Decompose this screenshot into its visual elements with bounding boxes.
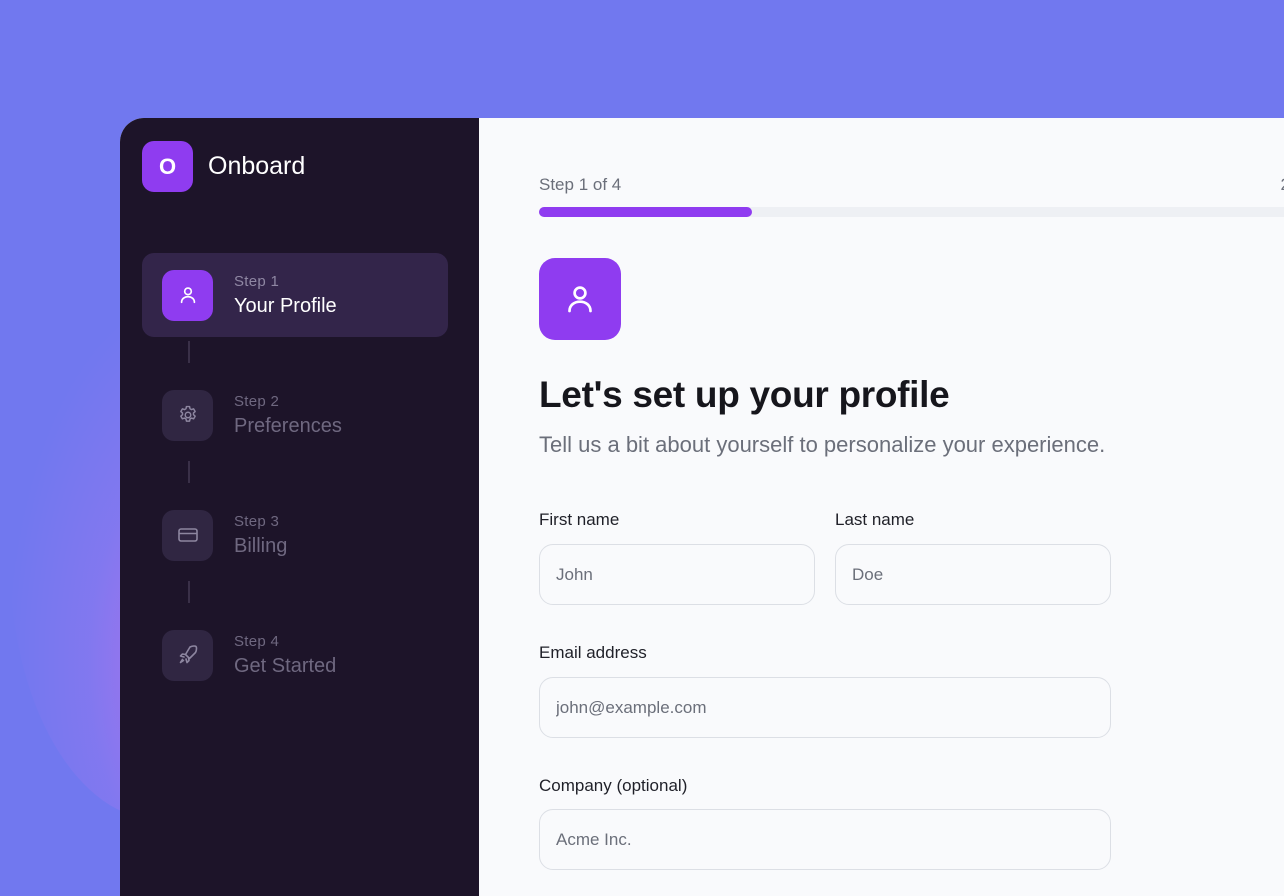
step-connector	[188, 341, 190, 363]
last-name-label: Last name	[835, 510, 915, 529]
first-name-label: First name	[539, 510, 620, 529]
credit-card-icon	[162, 509, 213, 561]
brand-logo: O	[142, 141, 193, 192]
onboarding-window: O Onboard Step 1 Your Profile Step 2	[120, 118, 1284, 896]
step-number: Step 2	[234, 392, 280, 410]
step-title: Billing	[234, 534, 288, 557]
page-subtitle: Tell us a bit about yourself to personal…	[539, 432, 1106, 457]
step-connector	[188, 461, 190, 483]
first-name-input[interactable]	[539, 544, 815, 605]
progress-bar	[539, 207, 1284, 217]
rocket-icon	[162, 629, 213, 681]
gear-icon	[162, 389, 213, 441]
email-input[interactable]	[539, 677, 1111, 738]
step-title: Preferences	[234, 414, 342, 437]
progress-fill	[539, 207, 752, 217]
step-number: Step 1	[234, 272, 280, 290]
sidebar-step-preferences[interactable]: Step 2 Preferences	[142, 373, 448, 457]
email-label: Email address	[539, 643, 647, 662]
user-icon	[539, 258, 621, 340]
step-text: Step 4 Get Started	[234, 633, 336, 678]
page-title: Let's set up your profile	[539, 374, 950, 415]
sidebar-step-billing[interactable]: Step 3 Billing	[142, 493, 448, 577]
sidebar: O Onboard Step 1 Your Profile Step 2	[120, 118, 479, 896]
sidebar-step-your-profile[interactable]: Step 1 Your Profile	[142, 253, 448, 337]
step-list: Step 1 Your Profile Step 2 Preferences	[142, 253, 448, 697]
brand-name: Onboard	[208, 152, 306, 180]
step-text: Step 3 Billing	[234, 513, 287, 558]
step-number: Step 4	[234, 632, 280, 650]
step-text: Step 1 Your Profile	[234, 273, 337, 318]
step-number: Step 3	[234, 512, 280, 530]
main-content: Step 1 of 4 2 Let's set up your profile …	[479, 118, 1284, 896]
progress-label: Step 1 of 4	[539, 175, 622, 194]
progress-percent: 2	[1281, 175, 1284, 195]
user-icon	[162, 269, 213, 321]
company-label: Company (optional)	[539, 776, 688, 795]
brand: O Onboard	[142, 141, 305, 192]
step-title: Your Profile	[234, 294, 337, 317]
company-input[interactable]	[539, 809, 1111, 870]
sidebar-step-get-started[interactable]: Step 4 Get Started	[142, 613, 448, 697]
step-connector	[188, 581, 190, 603]
last-name-input[interactable]	[835, 544, 1111, 605]
step-text: Step 2 Preferences	[234, 393, 342, 438]
step-title: Get Started	[234, 654, 337, 677]
